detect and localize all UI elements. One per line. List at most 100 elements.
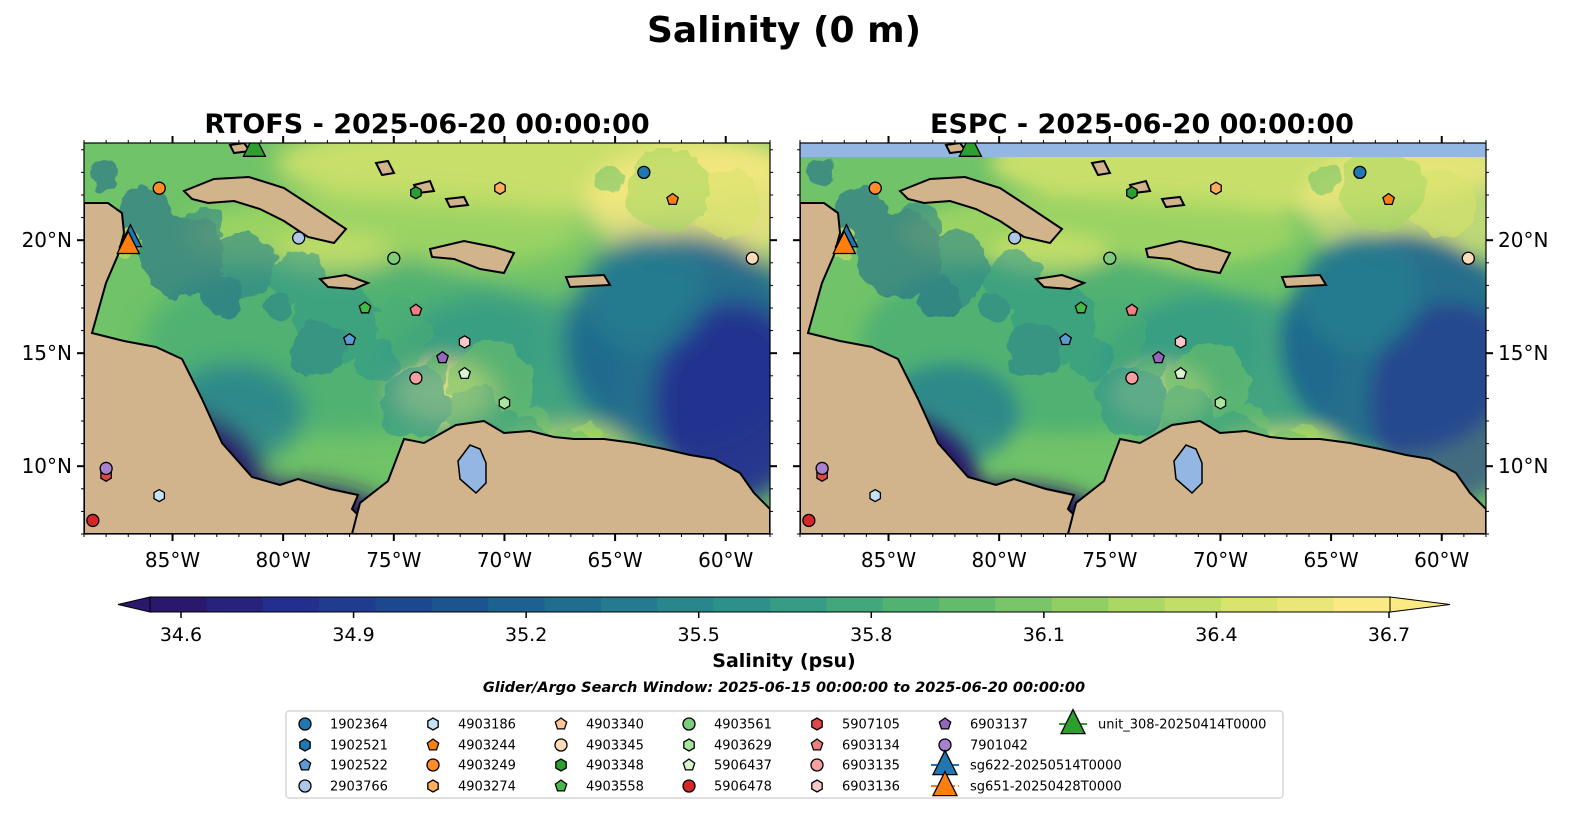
colorbar-level	[375, 597, 433, 612]
legend-marker-4903629	[683, 738, 695, 752]
colorbar-extend-max	[1389, 596, 1451, 613]
marker-4903558	[358, 301, 372, 314]
legend-marker-4903345	[554, 738, 568, 752]
colorbar-level	[150, 597, 207, 612]
colorbar-level	[882, 597, 940, 612]
legend-marker-sg651-20250428T0000	[931, 770, 959, 797]
legend-item: 4903249	[426, 758, 516, 774]
marker-5906478	[86, 513, 100, 528]
legend-label: 6903137	[970, 718, 1028, 733]
colorbar-level	[600, 597, 658, 612]
float-markers-rtofs	[86, 143, 759, 528]
legend-marker-4903558	[554, 779, 568, 792]
marker-4903249	[868, 181, 882, 195]
colorbar-ticks: 34.6 34.9 35.2 35.5 35.8 36.1 36.4 36.7	[160, 612, 1410, 646]
legend-label: 1902364	[330, 718, 388, 733]
legend-label: sg651-20250428T0000	[970, 780, 1122, 795]
marker-4903629	[498, 396, 511, 410]
marker-6903136	[458, 335, 471, 349]
axis-ticks-espc: 85°W 80°W 75°W 70°W 65°W 60°W 10°N 15°N 20°N	[793, 136, 1548, 572]
legend-item: 2903766	[298, 779, 388, 795]
colorbar-level	[1164, 597, 1222, 612]
no-data-band-espc	[800, 143, 1486, 157]
legend-label: 5906437	[714, 759, 772, 774]
marker-6903135	[1125, 371, 1139, 385]
colorbar-level	[1220, 597, 1278, 612]
y-tick-label: 10°N	[22, 454, 72, 478]
x-tick-label: 85°W	[861, 548, 916, 572]
colorbar-tick-label: 35.5	[678, 624, 720, 646]
eddy-patch	[1006, 321, 1062, 377]
marker-4903249	[152, 181, 166, 195]
eddy-patch	[90, 159, 118, 187]
figure-title: Salinity (0 m)	[647, 10, 921, 51]
search-window-caption: Glider/Argo Search Window: 2025-06-15 00…	[483, 680, 1085, 696]
legend-label: 4903561	[714, 718, 772, 733]
legend-item: 5907105	[811, 717, 900, 733]
eddy-patch	[380, 367, 450, 437]
legend-label: 4903249	[458, 759, 516, 774]
marker-4903629	[1214, 396, 1227, 410]
marker-1902364	[637, 165, 651, 180]
colorbar-level	[1277, 597, 1335, 612]
x-tick-label: 80°W	[972, 548, 1027, 572]
legend-marker-5907105	[811, 717, 823, 731]
legend-marker-4903186	[427, 717, 439, 731]
marker-1902522	[343, 332, 357, 346]
colorbar-tick-label: 35.2	[505, 624, 547, 646]
marker-5906478	[802, 513, 816, 528]
colorbar-frame	[149, 596, 1391, 613]
marker-1902522	[1059, 332, 1073, 346]
legend-label: 4903340	[586, 718, 644, 733]
legend-item: 4903629	[683, 738, 772, 754]
colorbar-level	[206, 597, 264, 612]
legend-item: unit_308-20250414T0000	[1059, 708, 1266, 735]
x-tick-label: 85°W	[145, 548, 200, 572]
eddy-patch	[595, 164, 623, 192]
marker-sg651-20250428T0000	[116, 230, 141, 255]
marker-4903561	[387, 251, 401, 265]
legend-item: 4903348	[555, 758, 644, 774]
colorbar-level	[1333, 597, 1391, 612]
x-tick-label: 70°W	[477, 548, 532, 572]
float-markers-espc	[802, 143, 1475, 528]
marker-5906437	[1174, 366, 1188, 380]
colorbar-tick-label: 35.8	[850, 624, 892, 646]
legend-marker-6903135	[810, 758, 824, 772]
eddy-patch	[265, 294, 293, 322]
eddy-patch	[355, 340, 397, 382]
marker-4903348	[1126, 185, 1138, 200]
y-tick-label: 15°N	[1498, 341, 1548, 365]
panel-espc: ESPC - 2025-06-20 00:00:00 85°W 80°W 75°W 7…	[793, 109, 1548, 572]
x-tick-label: 60°W	[698, 548, 753, 572]
marker-4903558	[1074, 301, 1088, 314]
marker-unit_308-20250414T0000	[242, 143, 267, 157]
legend-label: 4903558	[586, 780, 644, 795]
legend-label: 4903244	[458, 739, 516, 754]
legend-item: 6903134	[810, 738, 900, 754]
legend-label: 1902521	[330, 739, 388, 754]
eddy-patch	[625, 148, 709, 232]
colorbar-tick-label: 34.9	[332, 624, 374, 646]
legend-item: 5906437	[682, 758, 772, 774]
colorbar-level	[319, 597, 377, 612]
legend-marker-6903137	[938, 717, 952, 730]
legend-label: 2903766	[330, 780, 388, 795]
legend-item: 6903136	[811, 779, 900, 795]
legend-label: 1902522	[330, 759, 388, 774]
legend-label: 4903629	[714, 739, 772, 754]
legend-item: 4903340	[554, 717, 644, 733]
y-tick-label: 20°N	[1498, 228, 1548, 252]
legend-marker-4903274	[427, 779, 439, 793]
colorbar-level	[262, 597, 320, 612]
marker-4903561	[1103, 251, 1117, 265]
salinity-blob	[584, 233, 704, 353]
legend-marker-1902364	[298, 717, 312, 731]
legend-item: 4903244	[426, 738, 516, 754]
marker-unit_308-20250414T0000	[958, 143, 983, 157]
legend-label: 4903348	[586, 759, 644, 774]
marker-5906437	[458, 366, 472, 380]
map-rtofs	[84, 143, 770, 534]
y-tick-label: 10°N	[1498, 454, 1548, 478]
marker-4903274	[1210, 181, 1222, 195]
